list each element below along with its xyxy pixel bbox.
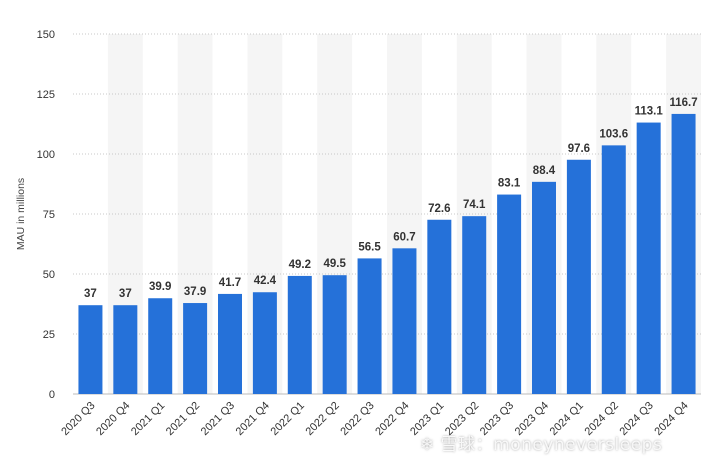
data-label: 60.7 (393, 231, 415, 243)
bar (78, 305, 103, 394)
y-tick-label: 125 (37, 89, 55, 101)
y-tick-label: 25 (43, 329, 55, 341)
data-label: 113.1 (635, 106, 664, 118)
data-label: 37.9 (184, 286, 206, 298)
data-label: 49.2 (289, 259, 311, 271)
bar (532, 181, 556, 394)
snowball-logo-icon: ❄ (420, 435, 441, 455)
data-label: 97.6 (568, 143, 590, 155)
bar (636, 122, 661, 394)
x-tick-label: 2022 Q2 (303, 400, 341, 438)
y-tick-label: 0 (49, 389, 55, 401)
data-label: 103.6 (599, 128, 628, 140)
x-tick-label: 2022 Q4 (373, 400, 411, 438)
x-tick-label: 2022 Q1 (269, 400, 307, 438)
data-label: 88.4 (533, 165, 556, 177)
y-axis-title: MAU in millions (15, 178, 27, 250)
x-tick-label: 2020 Q3 (59, 400, 97, 438)
bar (392, 248, 417, 394)
x-tick-label: 2020 Q4 (94, 400, 132, 438)
watermark: ❄ 雪球：moneyneversleeps (420, 430, 662, 455)
data-label: 72.6 (428, 203, 450, 215)
bars (78, 113, 696, 395)
bar (497, 194, 522, 394)
data-label: 74.1 (463, 199, 486, 211)
x-tick-label: 2022 Q3 (338, 400, 376, 438)
y-axis-ticks: 0 25 50 75 100 125 150 (37, 29, 55, 401)
x-tick-label: 2021 Q1 (129, 400, 167, 438)
x-tick-label: 2021 Q4 (234, 400, 272, 438)
data-label: 41.7 (219, 277, 241, 289)
x-tick-label: 2021 Q2 (164, 400, 202, 438)
bar (462, 216, 487, 394)
y-tick-label: 100 (37, 149, 55, 161)
bar (322, 275, 347, 394)
gridlines (73, 33, 701, 395)
data-label: 116.7 (669, 97, 697, 109)
data-label: 42.4 (254, 275, 277, 287)
y-tick-label: 150 (37, 29, 55, 41)
data-label: 39.9 (149, 281, 171, 293)
data-label: 56.5 (358, 241, 381, 253)
bar (671, 113, 696, 395)
x-tick-label: 2021 Q3 (199, 400, 237, 438)
data-label: 83.1 (498, 178, 521, 190)
bar (148, 298, 173, 394)
data-labels: 37 37 39.9 37.9 41.7 42.4 49.2 49.5 56.5 60.7 72.6… (84, 97, 698, 300)
data-label: 37 (119, 288, 132, 300)
bar (566, 159, 591, 394)
data-label: 49.5 (323, 258, 346, 270)
watermark-text: 雪球：moneyneversleeps (440, 435, 663, 455)
bar (287, 275, 312, 394)
data-label: 37 (84, 288, 97, 300)
bar (601, 145, 626, 394)
y-tick-label: 50 (43, 269, 55, 281)
bar (218, 293, 242, 394)
bar (113, 305, 138, 394)
bar (427, 219, 452, 394)
y-tick-label: 75 (43, 209, 55, 221)
bar (183, 303, 208, 394)
bar (252, 292, 277, 394)
bar (357, 258, 382, 394)
